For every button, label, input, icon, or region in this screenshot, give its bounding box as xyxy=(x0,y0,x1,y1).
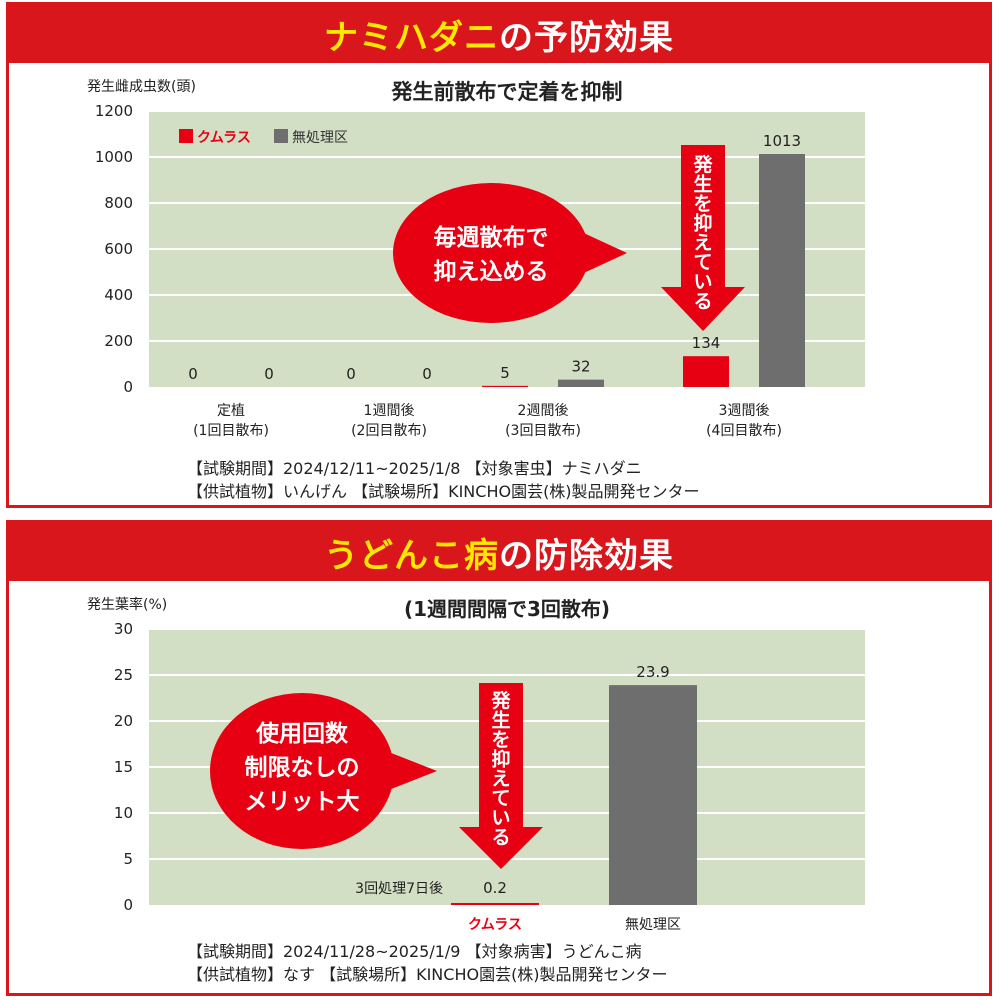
mildew-arrow-text-char: を xyxy=(491,729,510,751)
mildew-callout-line-3: メリット大 xyxy=(245,789,360,815)
mite-data-label: 32 xyxy=(571,358,590,376)
mite-data-label: 5 xyxy=(500,364,510,382)
mildew-footer: 【試験期間】2024/11/28~2025/1/9 【対象病害】うどんこ病 【供… xyxy=(187,940,668,986)
mite-footer-line-1: 【試験期間】2024/12/11~2025/1/8 【対象害虫】ナミハダニ xyxy=(187,459,642,478)
mildew-bar-kumulas xyxy=(451,903,539,905)
mildew-callout-line-1: 使用回数 xyxy=(255,721,349,747)
mite-arrow-text-char: て xyxy=(693,252,712,274)
mildew-y-tick-label: 30 xyxy=(114,620,133,638)
mite-footer: 【試験期間】2024/12/11~2025/1/8 【対象害虫】ナミハダニ 【供… xyxy=(187,457,700,503)
mildew-banner: うどんこ病 の防除効果 xyxy=(9,523,989,581)
mildew-y-axis-label: 発生葉率(%) xyxy=(87,596,167,613)
mite-banner-rest: の予防効果 xyxy=(499,17,674,58)
mite-banner-highlight: ナミハダニ xyxy=(324,17,499,58)
mite-arrow-text-char: 抑 xyxy=(693,213,712,235)
mite-legend-kumulas-label: クムラス xyxy=(197,130,251,146)
mite-chart-title: 発生前散布で定着を抑制 xyxy=(391,80,623,104)
mite-down-arrow xyxy=(661,145,745,331)
mite-legend-control-label: 無処理区 xyxy=(292,130,348,146)
mildew-data-label: 23.9 xyxy=(636,663,669,681)
mildew-x-tick-label: 無処理区 xyxy=(625,917,681,933)
mildew-callout-bubble xyxy=(210,693,394,849)
mildew-chart-svg: 発生葉率(%) (1週間間隔で3回散布) 0 5 10 15 20 25 30 0.2 クムラス 23… xyxy=(87,596,865,933)
mite-callout-line-2: 抑え込める xyxy=(434,259,549,285)
mildew-arrow-text-char: い xyxy=(491,807,510,829)
mite-x-tick-sublabel: (1回目散布) xyxy=(193,423,269,439)
mildew-y-tick-label: 5 xyxy=(123,850,133,868)
mildew-arrow-text-char: え xyxy=(491,768,510,790)
mildew-arrow-text-char: 発 xyxy=(490,689,511,712)
mildew-y-tick-label: 15 xyxy=(114,758,133,776)
mite-y-tick-label: 0 xyxy=(123,378,133,396)
mildew-down-arrow xyxy=(459,683,543,869)
mite-bar-kumulas xyxy=(482,385,528,387)
mildew-x-tick-label: クムラス xyxy=(468,917,522,933)
mite-x-tick-sublabel: (2回目散布) xyxy=(351,423,427,439)
mite-y-tick-label: 600 xyxy=(104,240,133,258)
mite-data-label: 0 xyxy=(188,365,198,383)
mite-y-tick-label: 400 xyxy=(104,286,133,304)
mildew-annotation: 3回処理7日後 xyxy=(355,881,443,897)
mildew-data-label: 0.2 xyxy=(483,879,507,897)
mite-y-tick-label: 800 xyxy=(104,194,133,212)
mildew-arrow-text-char: て xyxy=(491,788,510,810)
mite-y-tick-label: 1200 xyxy=(95,102,133,120)
mite-y-axis-label: 発生雌成虫数(頭) xyxy=(87,79,196,95)
mite-callout-line-1: 毎週散布で xyxy=(434,224,549,251)
mite-data-label: 0 xyxy=(346,365,356,383)
mite-x-tick-label: 1週間後 xyxy=(364,403,415,419)
mite-data-label: 1013 xyxy=(763,132,801,150)
mite-y-tick-label: 1000 xyxy=(95,148,133,166)
mite-arrow-text-char: を xyxy=(693,193,712,215)
mildew-y-tick-label: 25 xyxy=(114,666,133,684)
mildew-arrow-text-char: 抑 xyxy=(491,749,510,771)
mite-x-tick-label: 3週間後 xyxy=(719,403,770,419)
mite-bar-control xyxy=(759,154,805,387)
mite-x-tick-label: 定植 xyxy=(217,403,245,419)
mite-callout-bubble xyxy=(393,183,589,323)
mite-banner: ナミハダニ の予防効果 xyxy=(9,5,989,63)
mildew-chart-panel: うどんこ病 の防除効果 発生葉率(%) (1週間間隔で3回散布) 0 5 10 15 20 25… xyxy=(6,520,992,996)
mildew-y-tick-label: 10 xyxy=(114,804,133,822)
mite-callout-pointer xyxy=(575,229,627,277)
mite-data-label: 134 xyxy=(692,334,721,352)
mite-arrow-text-char: い xyxy=(693,271,712,293)
mite-x-tick-label: 2週間後 xyxy=(518,403,569,419)
mite-y-tick-label: 200 xyxy=(104,332,133,350)
mite-arrow-text-char: る xyxy=(693,291,712,313)
mite-legend-control-swatch xyxy=(274,129,288,143)
mildew-banner-rest: の防除効果 xyxy=(499,535,674,576)
mildew-footer-line-2: 【供試植物】なす 【試験場所】KINCHO園芸(株)製品開発センター xyxy=(187,965,668,984)
mite-x-tick-sublabel: (3回目散布) xyxy=(505,423,581,439)
mildew-bar-control xyxy=(609,685,697,905)
mildew-arrow-text-char: 生 xyxy=(491,709,510,732)
mite-bar-kumulas xyxy=(683,356,729,387)
mite-x-tick-sublabel: (4回目散布) xyxy=(706,423,782,439)
mite-footer-line-2: 【供試植物】いんげん 【試験場所】KINCHO園芸(株)製品開発センター xyxy=(187,482,700,501)
mildew-y-tick-label: 0 xyxy=(123,896,133,914)
mite-bar-control xyxy=(558,379,604,387)
mite-chart-panel: ナミハダニ の予防効果 発生雌成虫数(頭) 発生前散布で定着を抑制 0 200 400 60… xyxy=(6,2,992,508)
mildew-banner-highlight: うどんこ病 xyxy=(324,535,499,576)
mite-data-label: 0 xyxy=(422,365,432,383)
mite-arrow-text-char: 生 xyxy=(693,173,712,196)
mildew-y-tick-label: 20 xyxy=(114,712,133,730)
mite-chart-svg: 発生雌成虫数(頭) 発生前散布で定着を抑制 0 200 400 600 800 1000 120… xyxy=(87,79,865,439)
mildew-chart-title: (1週間間隔で3回散布) xyxy=(404,597,610,621)
mildew-arrow-text-char: る xyxy=(491,827,510,849)
mite-data-label: 0 xyxy=(264,365,274,383)
mite-arrow-text-char: 発 xyxy=(692,153,713,176)
mite-legend-kumulas-swatch xyxy=(179,129,193,143)
mildew-footer-line-1: 【試験期間】2024/11/28~2025/1/9 【対象病害】うどんこ病 xyxy=(187,942,642,961)
mildew-callout-line-2: 制限なしの xyxy=(245,755,360,781)
mite-arrow-text-char: え xyxy=(693,232,712,254)
